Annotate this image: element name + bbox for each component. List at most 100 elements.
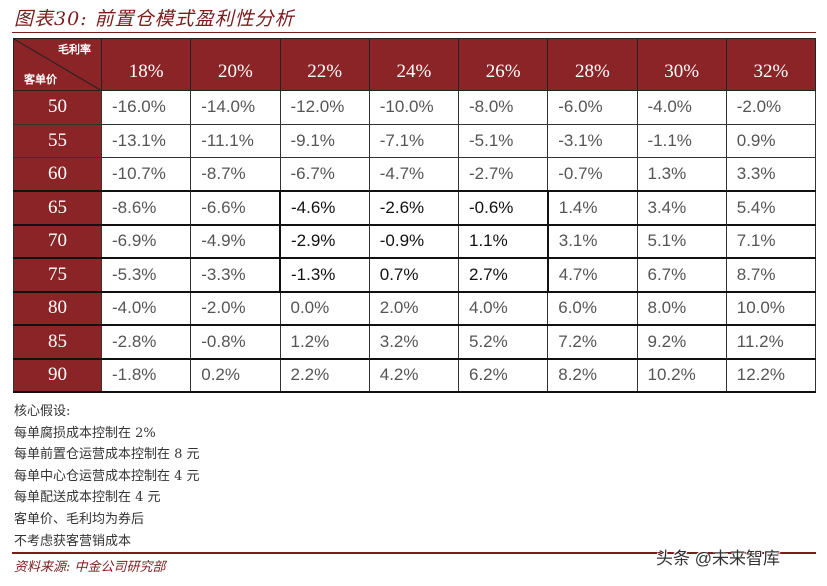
table-cell: 3.1% [547,224,638,259]
table-cell: -4.0% [636,90,727,125]
table-cell: -0.9% [368,224,460,259]
note-line: 客单价、毛利均为券后 [14,511,145,527]
table-cell: 3.2% [368,324,460,360]
table-body: 50 -16.0% -14.0% -12.0% -10.0% -8.0% -6.0% -4.0… [13,90,817,393]
col-header: 28% [547,38,638,91]
table-row: 75 -5.3% -3.3% -1.3% 0.7% 2.7% 4.7% 6.7% 8.7% [13,257,817,293]
table-cell: -8.7% [190,157,281,192]
table-cell: -1.8% [100,358,192,393]
table-cell: 6.7% [636,257,727,293]
table-row: 55 -13.1% -11.1% -9.1% -7.1% -5.1% -3.1% -1.1% 0… [13,123,817,158]
table-cell: -1.1% [636,123,727,158]
table-cell: 11.2% [725,324,817,360]
table-row: 50 -16.0% -14.0% -12.0% -10.0% -8.0% -6.0% -4.0… [13,90,817,125]
table-cell: 5.4% [725,190,817,226]
table-cell: 1.2% [279,324,370,360]
table-cell: -4.9% [190,224,281,259]
row-header: 85 [13,324,102,360]
table-cell: 9.2% [636,324,727,360]
table-cell: -2.7% [457,157,549,192]
table-cell: -0.7% [547,157,638,192]
col-header: 24% [368,38,460,91]
table-cell: -6.6% [190,190,281,226]
table-cell: -8.6% [100,190,192,226]
notes-heading: 核心假设: [14,404,71,419]
table-cell: -14.0% [190,90,281,125]
table-cell: -4.6% [278,190,370,226]
table-cell: -5.3% [100,257,192,293]
note-line: 不考虑获客营销成本 [14,533,132,549]
table-cell: -0.6% [457,190,549,226]
table-cell: -6.0% [547,90,638,125]
table-cell: 0.0% [279,291,370,326]
table-cell: 8.0% [636,291,727,326]
table-cell: 6.0% [547,291,638,326]
col-header: 30% [636,38,727,91]
figure-title: 图表30: 前置仓模式盈利性分析 [14,8,295,30]
table-cell: -10.0% [368,90,460,125]
profitability-table: 毛利率 客单价 18% 20% 22% 24% 26% 28% 30% 32% … [13,38,817,393]
table-cell: -8.0% [457,90,549,125]
table-cell: -10.7% [100,157,192,192]
assumptions-notes: 核心假设: 每单腐损成本控制在 2% 每单前置仓运营成本控制在 8 元 每单中心… [14,401,200,552]
row-header: 50 [13,90,102,125]
note-line: 每单中心仓运营成本控制在 4 元 [14,468,200,484]
table-cell: 3.4% [636,190,727,226]
table-cell: -6.9% [100,224,192,259]
table-cell: 1.3% [636,157,727,192]
note-line: 每单前置仓运营成本控制在 8 元 [14,447,200,463]
table-cell: 3.3% [725,157,817,192]
table-cell: -16.0% [100,90,192,125]
table-cell: 8.7% [725,257,817,293]
diagonal-divider-icon [14,39,102,91]
table-cell: 2.2% [279,358,370,393]
table-row: 65 -8.6% -6.6% -4.6% -2.6% -0.6% 1.4% 3.4% 5.4% [13,190,817,226]
table-cell: 2.7% [457,257,549,293]
table-row: 60 -10.7% -8.7% -6.7% -4.7% -2.7% -0.7% 1.3% 3.3… [13,157,817,192]
table-cell: -12.0% [279,90,370,125]
col-header: 26% [457,38,549,91]
col-header: 32% [725,38,817,91]
table-cell: 7.2% [547,324,638,360]
table-cell: -9.1% [279,123,370,158]
table-cell: -3.1% [547,123,638,158]
table-cell: 4.0% [457,291,549,326]
table-cell: 5.1% [636,224,727,259]
table-cell: 2.0% [368,291,460,326]
table-cell: 4.2% [368,358,460,393]
note-line: 每单配送成本控制在 4 元 [14,490,161,506]
table-cell: -1.3% [278,257,370,293]
table-row: 70 -6.9% -4.9% -2.9% -0.9% 1.1% 3.1% 5.1% 7.1% [13,224,817,259]
corner-header: 毛利率 客单价 [13,38,102,91]
table-cell: -11.1% [190,123,281,158]
row-header: 80 [13,291,102,326]
table-cell: -4.0% [100,291,192,326]
col-header: 20% [190,38,281,91]
table-cell: 8.2% [547,358,638,393]
table-cell: -6.7% [279,157,370,192]
table-cell: -2.9% [278,224,370,259]
table-cell: 0.2% [190,358,281,393]
table-cell: 10.2% [636,358,727,393]
source-divider [12,552,816,554]
table-cell: -3.3% [190,257,281,293]
row-header: 60 [13,157,102,192]
table-cell: 5.2% [457,324,549,360]
row-header: 90 [13,358,102,393]
note-line: 每单腐损成本控制在 2% [14,425,156,441]
table-cell: 7.1% [725,224,817,259]
watermark: 头条 @未来智库 [656,549,780,568]
table-cell: 6.2% [457,358,549,393]
table-cell: 0.9% [725,123,817,158]
gross-margin-axis-label: 毛利率 [58,44,91,56]
table-row: 80 -4.0% -2.0% 0.0% 2.0% 4.0% 6.0% 8.0% 10.0% [13,291,817,326]
table-cell: 1.1% [457,224,549,259]
table-cell: 0.7% [368,257,460,293]
table-cell: 10.0% [725,291,817,326]
table-cell: -5.1% [457,123,549,158]
table-cell: -2.0% [190,291,281,326]
header-row: 毛利率 客单价 18% 20% 22% 24% 26% 28% 30% 32% [13,38,817,91]
row-header: 75 [13,257,102,293]
title-divider [12,32,816,33]
table-cell: 4.7% [547,257,638,293]
